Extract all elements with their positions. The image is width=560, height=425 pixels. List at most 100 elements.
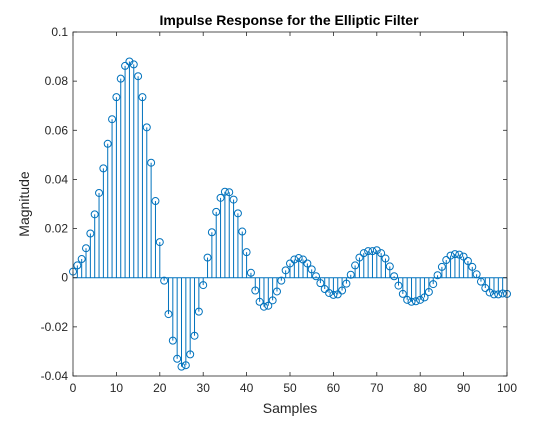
- stem-marker: [242, 248, 251, 257]
- stem-marker: [164, 310, 173, 319]
- plot-area: [73, 32, 507, 376]
- stem-marker: [338, 286, 347, 295]
- stem-marker: [251, 286, 260, 295]
- stem-marker: [160, 276, 169, 285]
- stem-marker: [407, 297, 416, 306]
- stem-marker: [99, 164, 108, 173]
- chart-title: Impulse Response for the Elliptic Filter: [159, 12, 419, 28]
- stem-marker: [190, 331, 199, 340]
- stem-marker: [129, 60, 138, 69]
- y-tick-label: 0.04: [45, 172, 69, 186]
- stem-marker: [472, 270, 481, 279]
- y-tick-label: 0.08: [45, 74, 69, 88]
- stem-marker: [303, 259, 312, 268]
- stem-marker: [364, 247, 373, 256]
- x-tick-label: 20: [153, 381, 167, 395]
- stem-marker: [481, 284, 490, 293]
- stem-marker: [312, 272, 321, 281]
- stem-marker: [459, 252, 468, 261]
- stem-marker: [433, 271, 442, 280]
- stem-marker: [494, 290, 503, 299]
- stem-marker: [73, 261, 82, 270]
- stem-marker: [359, 249, 368, 258]
- stem-marker: [177, 362, 186, 371]
- stem-marker: [398, 289, 407, 298]
- y-tick-label: 0: [61, 271, 68, 285]
- stem-marker: [199, 281, 208, 290]
- stem-marker: [95, 188, 104, 197]
- x-tick-label: 40: [240, 381, 254, 395]
- stem-marker: [229, 195, 238, 204]
- x-tick-label: 90: [457, 381, 471, 395]
- x-tick-label: 100: [497, 381, 517, 395]
- stem-marker: [272, 287, 281, 296]
- stem-marker: [225, 188, 234, 197]
- markers-layer: [69, 57, 511, 371]
- x-tick-label: 0: [70, 381, 77, 395]
- stems-layer: [72, 61, 508, 367]
- y-tick-label: -0.04: [41, 369, 69, 383]
- stem-marker: [151, 197, 160, 206]
- stem-marker: [351, 261, 360, 270]
- stem-marker: [212, 207, 221, 216]
- stem-marker: [468, 262, 477, 271]
- x-axis-label: Samples: [263, 400, 317, 416]
- stem-marker: [138, 93, 147, 102]
- stem-marker: [155, 238, 164, 247]
- stem-marker: [325, 288, 334, 297]
- y-tick-label: -0.02: [41, 320, 69, 334]
- stem-marker: [489, 290, 498, 299]
- stem-marker: [233, 209, 242, 218]
- stem-marker: [476, 277, 485, 286]
- stem-marker: [485, 288, 494, 297]
- stem-marker: [186, 350, 195, 359]
- stem-marker: [90, 210, 99, 219]
- stem-marker: [455, 250, 464, 259]
- stem-marker: [147, 158, 156, 167]
- stem-marker: [320, 285, 329, 294]
- stem-marker: [377, 249, 386, 258]
- stem-marker: [437, 262, 446, 271]
- stem-marker: [342, 279, 351, 288]
- y-tick-label: 0.02: [45, 222, 69, 236]
- stem-marker: [216, 193, 225, 202]
- stem-marker: [246, 268, 255, 277]
- x-tick-label: 50: [283, 381, 297, 395]
- x-tick-label: 10: [110, 381, 124, 395]
- stem-marker: [329, 290, 338, 299]
- stem-marker: [446, 251, 455, 260]
- stem-marker: [173, 354, 182, 363]
- stem-marker: [416, 295, 425, 304]
- stem-marker: [112, 93, 121, 102]
- stem-marker: [355, 253, 364, 262]
- stem-marker: [299, 255, 308, 264]
- stem-marker: [121, 61, 130, 70]
- stem-marker: [333, 290, 342, 299]
- stem-marker: [86, 229, 95, 238]
- stem-marker: [346, 270, 355, 279]
- stem-marker: [286, 259, 294, 268]
- stem-marker: [116, 74, 125, 83]
- x-tick-label: 30: [197, 381, 211, 395]
- stem-marker: [394, 281, 403, 290]
- stem-marker: [238, 227, 247, 236]
- stem-marker: [82, 244, 91, 253]
- stem-marker: [381, 254, 390, 263]
- stem-marker: [134, 72, 143, 81]
- stem-marker: [194, 307, 203, 316]
- stem-marker: [259, 302, 268, 311]
- stem-marker: [108, 115, 117, 124]
- stem-marker: [294, 254, 303, 263]
- stem-marker: [316, 279, 325, 288]
- stem-marker: [103, 139, 112, 148]
- y-axis-label: Magnitude: [16, 171, 32, 237]
- stem-marker: [390, 272, 399, 281]
- stem-marker: [264, 301, 273, 310]
- stem-marker: [463, 257, 472, 266]
- stem-marker: [290, 255, 299, 264]
- stem-marker: [368, 247, 377, 256]
- stem-marker: [307, 265, 316, 274]
- stem-marker: [255, 297, 264, 306]
